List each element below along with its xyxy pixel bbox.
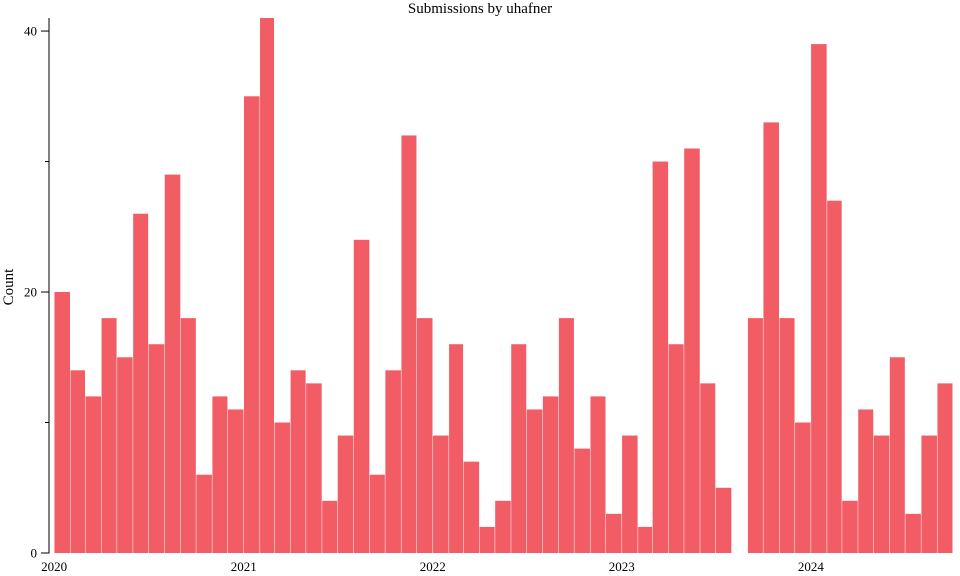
x-tick-label: 2024 — [798, 559, 825, 574]
bar-2021-04 — [290, 370, 306, 553]
bar-2020-10 — [196, 474, 212, 553]
bar-2021-11 — [401, 135, 417, 553]
bar-2021-12 — [416, 318, 433, 553]
x-axis: 2020 2021 2022 2023 2024 — [41, 559, 824, 574]
bar-2022-04 — [479, 526, 495, 553]
x-tick-label: 2023 — [609, 559, 635, 574]
bar-2023-02 — [638, 526, 653, 553]
bar-2024-08 — [921, 435, 937, 553]
bar-2020-01 — [54, 292, 70, 553]
bar-2022-08 — [542, 396, 559, 553]
bar-2022-10 — [574, 448, 590, 553]
bar-2024-02 — [827, 200, 842, 553]
bar-2024-07 — [905, 513, 921, 553]
bar-2021-07 — [337, 435, 354, 553]
chart-title: Submissions by uhafner — [408, 1, 552, 17]
bar-2020-08 — [164, 174, 181, 553]
bar-2022-03 — [463, 461, 480, 553]
bar-2023-04 — [668, 344, 684, 553]
bar-2021-09 — [369, 474, 385, 553]
bar-2020-12 — [227, 409, 244, 553]
bar-2023-12 — [795, 422, 811, 553]
bar-2024-01 — [811, 44, 827, 553]
bar-2023-03 — [652, 161, 669, 554]
bar-2024-03 — [842, 500, 858, 553]
bar-2022-06 — [511, 344, 527, 553]
x-tick-label: 2021 — [231, 559, 257, 574]
bars-group — [54, 18, 953, 554]
bar-2021-03 — [274, 422, 291, 553]
bar-2022-02 — [449, 344, 464, 553]
bar-2022-05 — [495, 500, 511, 553]
bar-2024-05 — [873, 435, 890, 553]
bar-2020-05 — [117, 357, 133, 553]
bar-2021-02 — [260, 18, 275, 553]
bar-2023-05 — [684, 148, 700, 554]
bar-2023-07 — [715, 487, 732, 553]
bar-2023-11 — [779, 318, 795, 553]
bar-2022-09 — [558, 318, 574, 553]
bar-2023-06 — [700, 383, 716, 553]
bar-2020-11 — [212, 396, 228, 553]
x-tick-label: 2022 — [420, 559, 446, 574]
bar-2021-06 — [322, 500, 338, 553]
bar-2023-09 — [747, 318, 763, 553]
bar-2024-06 — [889, 357, 905, 553]
y-axis: 0 20 40 — [24, 18, 50, 561]
bar-2023-01 — [622, 435, 638, 553]
x-tick-label: 2020 — [41, 559, 67, 574]
y-tick-label: 40 — [24, 24, 37, 39]
bar-2022-01 — [433, 435, 449, 553]
y-tick-label: 0 — [31, 546, 38, 561]
bar-2021-05 — [306, 383, 322, 553]
bar-2024-09 — [937, 383, 953, 553]
bar-2022-12 — [606, 513, 622, 553]
bar-2021-01 — [243, 96, 260, 553]
bar-2020-07 — [148, 344, 165, 553]
bar-2022-07 — [526, 409, 543, 553]
bar-2020-09 — [180, 318, 196, 553]
y-axis-label: Count — [1, 268, 17, 306]
bar-2024-04 — [858, 409, 874, 553]
bar-2020-04 — [101, 318, 117, 553]
bar-2020-02 — [70, 370, 85, 553]
bar-2020-03 — [85, 396, 102, 553]
bar-2023-10 — [763, 122, 779, 553]
bar-2021-10 — [385, 370, 401, 553]
bar-2022-11 — [590, 396, 606, 553]
bar-2021-08 — [353, 239, 370, 553]
bar-2020-06 — [133, 213, 149, 554]
y-tick-label: 20 — [24, 285, 37, 300]
